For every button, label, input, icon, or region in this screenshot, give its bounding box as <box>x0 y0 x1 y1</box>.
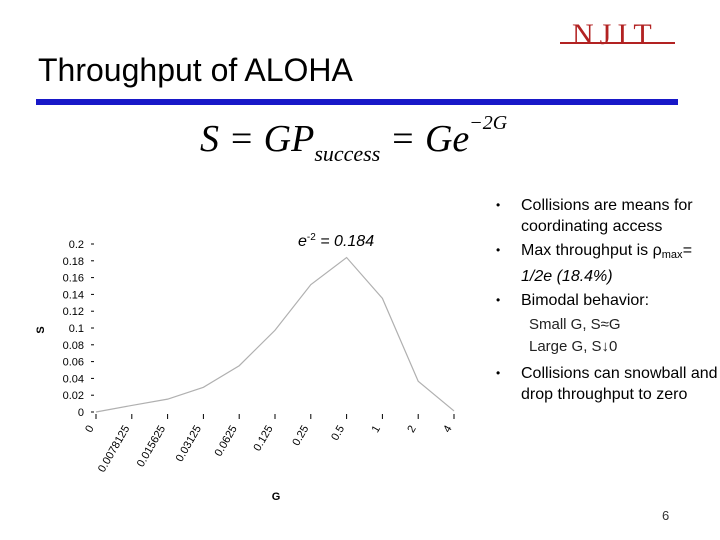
slide-title: Throughput of ALOHA <box>38 52 353 88</box>
x-tick-label: 0.125 <box>251 424 275 454</box>
max-annotation: e-2 = 0.184 <box>298 232 374 251</box>
annotation-base: e <box>298 233 307 250</box>
y-tick-label: 0.14 <box>63 289 84 301</box>
formula-sub: success <box>314 141 381 166</box>
x-tick-label: 0.03125 <box>174 424 204 464</box>
y-tick-label: 0.02 <box>63 390 84 402</box>
formula-lhs: S <box>200 118 219 160</box>
sub-bullet-item: Large G, S↓0 <box>492 336 718 357</box>
bullet-item: • Collisions are means for coordinating a… <box>496 197 693 235</box>
x-tick-label: 4 <box>441 424 454 435</box>
bullet-text: Max throughput is <box>521 242 653 259</box>
rho-subscript: max <box>661 249 683 261</box>
bullet-text: Bimodal behavior: <box>521 292 650 309</box>
y-axis-label: S <box>35 326 47 333</box>
y-tick-label: 0.08 <box>63 340 84 352</box>
bullet-text: Collisions can snowball and drop through… <box>521 365 718 403</box>
logo-underline <box>560 42 675 44</box>
y-tick-label: 0 <box>78 407 84 419</box>
x-tick-label: 0.5 <box>329 424 347 443</box>
rho-symbol: ρ <box>652 242 662 259</box>
x-tick-label: 0.25 <box>290 424 311 449</box>
sub-bullet-text: Large G, S↓0 <box>529 338 618 355</box>
x-tick-label: 0.0078125 <box>96 424 132 475</box>
formula-ge: Ge <box>424 118 470 160</box>
y-tick-label: 0.18 <box>63 256 84 268</box>
throughput-series-line <box>95 256 455 413</box>
y-tick-label: 0.06 <box>63 357 84 369</box>
sub-bullet-text: Small G, S≈G <box>529 316 621 333</box>
formula-sup: −2G <box>469 112 508 134</box>
x-axis-label: G <box>272 491 281 503</box>
annotation-rest: = 0.184 <box>315 233 375 250</box>
annotation-sup: -2 <box>306 232 316 243</box>
throughput-formula: S = GPsuccess = Ge−2G <box>200 112 508 166</box>
njit-logo: NJIT <box>572 18 658 51</box>
y-tick-label: 0.12 <box>63 306 84 318</box>
bullet-item: • Collisions can snowball and drop throug… <box>496 365 718 403</box>
bullet-text-tail: = 1/2e (18.4%) <box>521 242 692 285</box>
y-tick-label: 0.1 <box>69 323 84 335</box>
x-tick-label: 1 <box>370 424 383 435</box>
bullet-item: • Max throughput is ρmax= 1/2e (18.4%) <box>496 242 692 285</box>
y-tick-label: 0.2 <box>69 239 84 251</box>
y-tick-label: 0.16 <box>63 273 84 285</box>
bullet-list: • Collisions are means for coordinating a… <box>492 195 718 408</box>
page-number: 6 <box>662 508 670 523</box>
sub-bullet-item: Small G, S≈G <box>492 314 718 335</box>
title-rule <box>36 99 678 105</box>
y-tick-label: 0.04 <box>63 373 84 385</box>
bullet-item: • Bimodal behavior: <box>496 292 650 309</box>
bullet-text: Collisions are means for coordinating ac… <box>521 197 693 235</box>
x-tick-label: 2 <box>405 424 418 435</box>
x-tick-label: 0 <box>83 424 96 435</box>
x-tick-label: 0.0625 <box>213 424 240 459</box>
formula-gp: GP <box>263 118 315 160</box>
x-tick-label: 0.015625 <box>135 424 168 470</box>
